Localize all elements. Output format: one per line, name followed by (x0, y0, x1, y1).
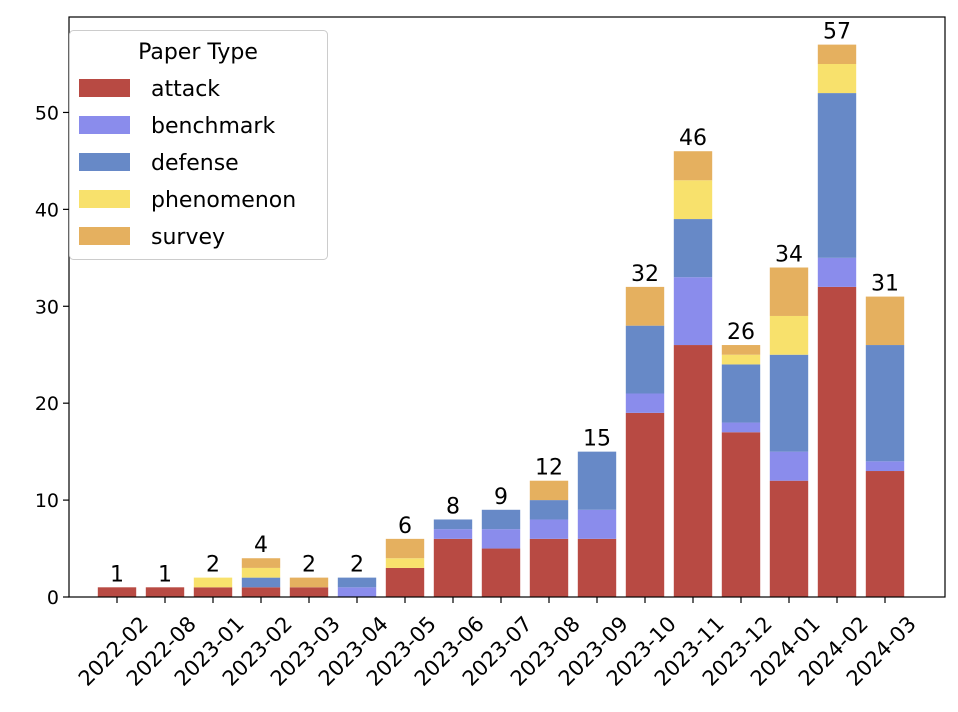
bar-segment-attack-2023-12 (721, 432, 761, 597)
bar-segment-defense-2023-11 (673, 219, 713, 278)
bar-segment-phenomenon-2023-11 (673, 180, 713, 220)
bar-segment-benchmark-2024-02 (817, 257, 857, 287)
total-label: 12 (535, 456, 563, 481)
bar-segment-attack-2024-01 (769, 480, 809, 597)
y-tick-label: 50 (35, 102, 59, 124)
bar-segment-survey-2023-02 (241, 558, 281, 568)
bar-segment-attack-2023-07 (481, 548, 521, 597)
bar-segment-attack-2023-01 (193, 587, 233, 597)
bar-segment-survey-2024-01 (769, 267, 809, 316)
legend-label-benchmark: benchmark (151, 114, 275, 139)
y-tick-label: 0 (47, 587, 59, 609)
total-label: 1 (158, 562, 172, 587)
y-axis: 0 10 20 30 40 50 (35, 102, 69, 609)
legend-label-survey: survey (151, 225, 225, 250)
bar-segment-phenomenon-2023-12 (721, 354, 761, 365)
bar-segment-defense-2023-07 (481, 509, 521, 530)
total-label: 6 (398, 514, 412, 539)
bar-segment-phenomenon-2024-01 (769, 315, 809, 355)
total-label: 2 (350, 553, 364, 578)
bar-segment-survey-2023-11 (673, 151, 713, 181)
bar-segment-attack-2024-02 (817, 286, 857, 597)
bar-segment-benchmark-2023-12 (721, 422, 761, 433)
bar-segment-survey-2023-03 (289, 577, 329, 588)
legend-swatch-attack (79, 79, 130, 97)
bar-segment-defense-2023-02 (241, 577, 281, 588)
total-label: 1 (110, 562, 124, 587)
total-label: 34 (775, 243, 803, 268)
bar-segment-survey-2023-12 (721, 345, 761, 355)
bar-segment-defense-2024-01 (769, 354, 809, 452)
legend-swatch-defense (79, 153, 130, 171)
bar-segment-attack-2023-05 (385, 567, 425, 597)
bar-segment-attack-2023-10 (625, 412, 665, 597)
legend: Paper Type attack benchmark defense phenome… (69, 30, 328, 260)
bar-segment-survey-2023-10 (625, 286, 665, 326)
bar-segment-defense-2023-06 (433, 519, 473, 530)
bar-segment-attack-2023-06 (433, 538, 473, 597)
legend-label-defense: defense (151, 151, 239, 176)
bar-segment-attack-2022-02 (97, 587, 137, 597)
y-tick-label: 20 (35, 393, 59, 415)
bar-segment-phenomenon-2023-01 (193, 577, 233, 588)
total-label: 57 (823, 20, 851, 45)
x-axis: 2022-022022-082023-012023-022023-032023-… (74, 597, 921, 691)
legend-swatch-phenomenon (79, 190, 130, 208)
total-label: 31 (871, 272, 899, 297)
bar-segment-defense-2024-03 (865, 345, 905, 462)
legend-swatch-benchmark (79, 116, 130, 134)
legend-box (69, 30, 328, 260)
legend-label-phenomenon: phenomenon (151, 188, 296, 213)
bar-segment-benchmark-2023-09 (577, 509, 617, 539)
bar-segment-survey-2023-08 (529, 480, 569, 501)
plot-frame (68, 16, 946, 598)
total-label: 9 (494, 485, 508, 510)
bar-segment-phenomenon-2024-02 (817, 64, 857, 94)
bar-segment-benchmark-2024-03 (865, 461, 905, 472)
bar-segment-phenomenon-2023-05 (385, 558, 425, 568)
legend-label-attack: attack (151, 77, 220, 102)
bars-layer (97, 44, 905, 597)
bar-segment-survey-2024-02 (817, 44, 857, 65)
bar-segment-attack-2023-11 (673, 345, 713, 597)
total-label: 8 (446, 494, 460, 519)
bar-segment-survey-2023-05 (385, 538, 425, 559)
total-label: 4 (254, 533, 268, 558)
bar-segment-attack-2023-09 (577, 538, 617, 597)
legend-swatch-survey (79, 227, 130, 245)
bar-segment-survey-2024-03 (865, 296, 905, 346)
bar-segment-attack-2023-08 (529, 538, 569, 597)
bar-segment-benchmark-2023-08 (529, 519, 569, 539)
total-label: 2 (302, 553, 316, 578)
bar-segment-defense-2023-08 (529, 500, 569, 520)
total-label: 2 (206, 553, 220, 578)
total-label: 15 (583, 427, 611, 452)
total-label: 32 (631, 262, 659, 287)
bar-segment-attack-2024-03 (865, 471, 905, 597)
bar-segment-attack-2023-02 (241, 587, 281, 597)
bar-segment-benchmark-2023-04 (337, 587, 377, 597)
bar-segment-defense-2023-10 (625, 325, 665, 394)
bar-segment-defense-2023-12 (721, 364, 761, 423)
y-tick-label: 10 (35, 490, 59, 512)
bar-segment-benchmark-2023-11 (673, 277, 713, 346)
bar-segment-benchmark-2023-07 (481, 529, 521, 549)
bar-segment-attack-2023-03 (289, 587, 329, 597)
bar-segment-defense-2023-04 (337, 577, 377, 588)
bar-segment-defense-2023-09 (577, 451, 617, 510)
bar-segment-phenomenon-2023-02 (241, 567, 281, 578)
total-label: 26 (727, 320, 755, 345)
bar-segment-benchmark-2023-10 (625, 393, 665, 413)
bar-segment-benchmark-2024-01 (769, 451, 809, 481)
bar-segment-attack-2022-08 (145, 587, 185, 597)
legend-title: Paper Type (138, 40, 258, 65)
total-label: 46 (679, 126, 707, 151)
y-tick-label: 30 (35, 296, 59, 318)
bar-segment-benchmark-2023-06 (433, 529, 473, 539)
y-tick-label: 40 (35, 199, 59, 221)
bar-segment-defense-2024-02 (817, 93, 857, 258)
